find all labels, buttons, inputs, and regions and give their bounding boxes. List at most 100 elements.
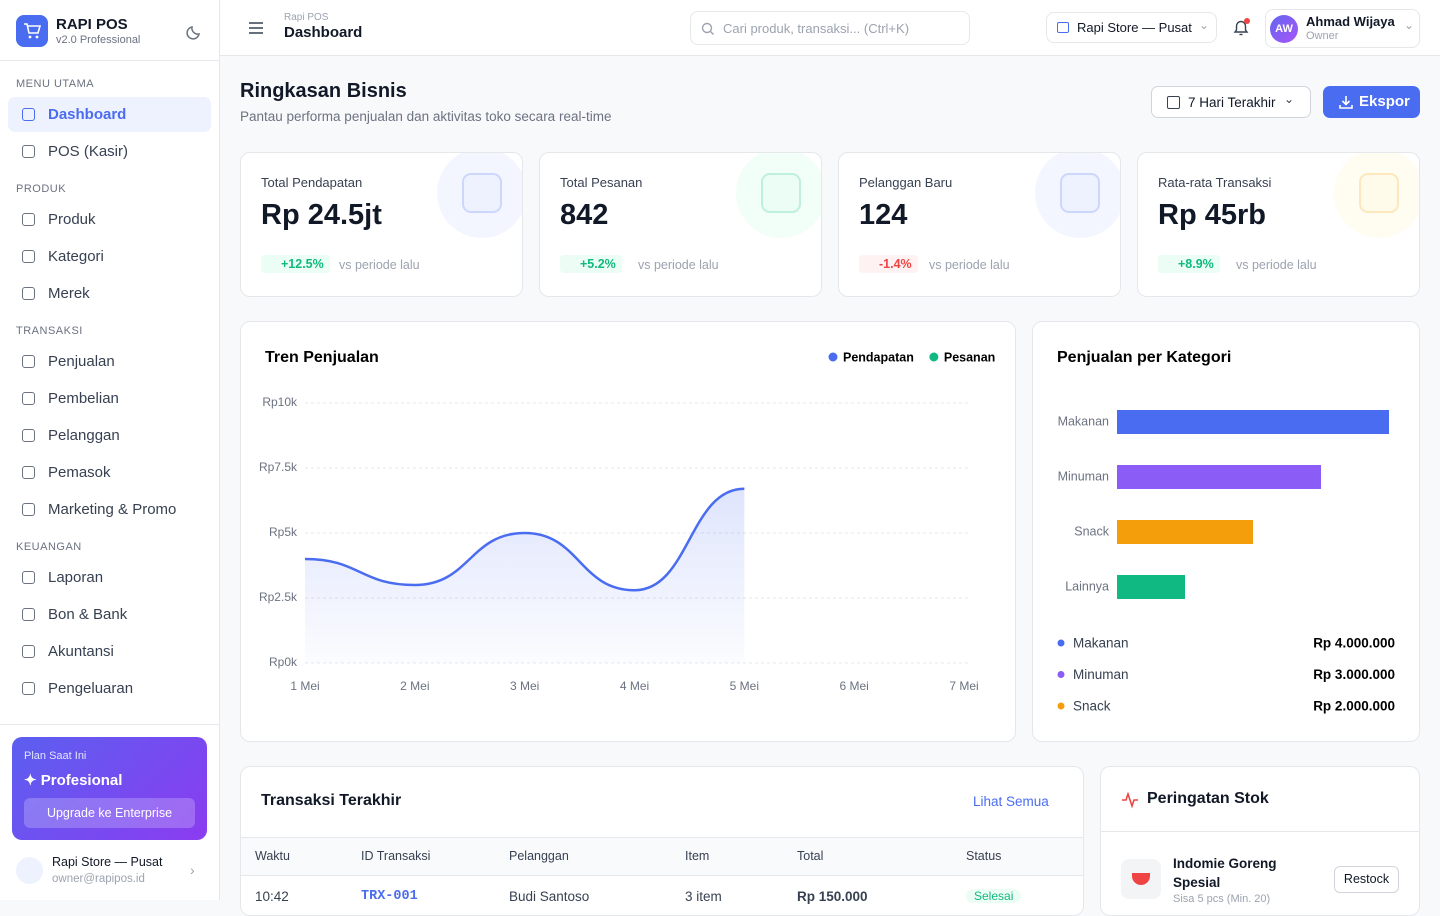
nav-label: Pemasok — [48, 464, 111, 481]
nav-label: Produk — [48, 211, 96, 228]
nav-item[interactable]: Produk — [8, 202, 211, 237]
nav-label: Pengeluaran — [48, 680, 134, 697]
nav-item[interactable]: Laporan — [8, 560, 211, 595]
category-label: Lainnya — [1065, 579, 1109, 593]
export-label: Ekspor — [1359, 93, 1410, 110]
nav-icon — [22, 355, 35, 368]
stat-label: Total Pesanan — [560, 175, 643, 190]
nav-section: TRANSAKSI — [16, 325, 83, 337]
x-tick-label: 4 Mei — [620, 679, 649, 693]
column-header: Pelanggan — [509, 849, 569, 863]
nav-icon — [22, 213, 35, 226]
card-title: Peringatan Stok — [1147, 790, 1269, 807]
legend-dot — [1057, 639, 1065, 647]
transactions-card: Transaksi Terakhir Lihat Semua Waktu ID T… — [240, 766, 1084, 916]
plan-label: Plan Saat Ini — [24, 750, 87, 762]
nav-item[interactable]: Bon & Bank — [8, 597, 211, 632]
bar — [1117, 410, 1389, 434]
download-icon — [1339, 96, 1353, 109]
calendar-icon — [1167, 96, 1180, 109]
search-box[interactable]: Cari produk, transaksi... (Ctrl+K) — [690, 11, 970, 45]
nav-item[interactable]: Merek — [8, 276, 211, 311]
nav-icon — [22, 287, 35, 300]
nav-item[interactable]: POS (Kasir) — [8, 134, 211, 169]
chevron: ⌄ — [1284, 92, 1295, 106]
category-label: Snack — [1074, 524, 1109, 538]
nav-label: Akuntansi — [48, 643, 114, 660]
menu-button[interactable] — [249, 21, 263, 35]
store-icon — [16, 857, 43, 884]
page-subtitle: Pantau performa penjualan dan aktivitas … — [240, 109, 612, 124]
user-menu[interactable]: AW Ahmad Wijaya Owner ⌄ — [1265, 9, 1420, 48]
header-title: Dashboard — [284, 24, 363, 41]
legend-label: Minuman — [1073, 667, 1129, 682]
stat-change: +8.9% — [1158, 255, 1220, 273]
nav-label: Marketing & Promo — [48, 501, 177, 518]
nav-label: Dashboard — [48, 106, 127, 123]
card-title: Transaksi Terakhir — [261, 792, 402, 809]
notification-button[interactable] — [1232, 18, 1252, 38]
stat-note: vs periode lalu — [1236, 258, 1317, 272]
header: Rapi POS Dashboard Cari produk, transaks… — [220, 0, 1440, 56]
y-tick-label: Rp7.5k — [259, 460, 298, 474]
upgrade-button[interactable]: Upgrade ke Enterprise — [24, 798, 195, 828]
nav-item[interactable]: Pembelian — [8, 381, 211, 416]
range-label: 7 Hari Terakhir — [1188, 95, 1276, 110]
avatar: AW — [1270, 15, 1298, 43]
nav-item[interactable]: Pelanggan — [8, 418, 211, 453]
nav-item[interactable]: Akuntansi — [8, 634, 211, 669]
nav-section: MENU UTAMA — [16, 78, 95, 90]
chevron: ⌄ — [1404, 18, 1415, 32]
nav-item[interactable]: Dashboard — [8, 97, 211, 132]
cart-icon — [24, 23, 41, 39]
nav-label: Merek — [48, 285, 90, 302]
nav-item[interactable]: Kategori — [8, 239, 211, 274]
divider — [0, 724, 219, 725]
category-label: Minuman — [1058, 469, 1109, 483]
nav-label: Pelanggan — [48, 427, 120, 444]
view-all-link[interactable]: Lihat Semua — [973, 794, 1049, 809]
stat-icon — [462, 173, 502, 213]
logo[interactable] — [16, 15, 48, 47]
theme-toggle[interactable] — [185, 23, 203, 41]
stat-label: Rata-rata Transaksi — [1158, 175, 1272, 190]
store-name: Rapi Store — Pusat — [52, 855, 163, 869]
nav-icon — [22, 250, 35, 263]
store-select[interactable]: Rapi Store — Pusat ⌄ — [1046, 12, 1217, 43]
range-select[interactable]: 7 Hari Terakhir ⌄ — [1151, 86, 1311, 118]
chevron[interactable]: › — [190, 862, 195, 878]
export-button[interactable]: Ekspor — [1323, 86, 1420, 118]
chevron: ⌄ — [1199, 18, 1210, 32]
nav-item[interactable]: Marketing & Promo — [8, 492, 211, 527]
nav-item[interactable]: Pengeluaran — [8, 671, 211, 706]
restock-button[interactable]: Restock — [1334, 866, 1399, 893]
legend-value: Rp 2.000.000 — [1313, 699, 1395, 714]
line — [304, 487, 745, 592]
x-tick-label: 7 Mei — [949, 679, 978, 693]
version: v2.0 Professional — [56, 34, 141, 46]
stat-label: Pelanggan Baru — [859, 175, 953, 190]
nav-icon — [22, 108, 35, 121]
stat-note: vs periode lalu — [929, 258, 1010, 272]
bar — [1117, 575, 1185, 599]
legend-value: Rp 3.000.000 — [1313, 667, 1395, 682]
column-header: ID Transaksi — [361, 849, 431, 863]
nav-item[interactable]: Penjualan — [8, 344, 211, 379]
breadcrumb: Rapi POS — [284, 12, 329, 23]
nav-label: Penjualan — [48, 353, 115, 370]
brand: RAPI POS — [56, 16, 128, 33]
search-icon — [701, 22, 714, 35]
plan-name: ✦ Profesional — [24, 772, 123, 789]
chart-title: Penjualan per Kategori — [1057, 349, 1231, 366]
legend-label: Pendapatan — [843, 350, 914, 364]
bar — [1117, 520, 1253, 544]
chart-title: Tren Penjualan — [265, 349, 379, 366]
nav-icon — [22, 466, 35, 479]
nav-label: Bon & Bank — [48, 606, 128, 623]
x-tick-label: 1 Mei — [290, 679, 319, 693]
column-header: Waktu — [255, 849, 290, 863]
legend-value: Rp 4.000.000 — [1313, 636, 1395, 651]
nav-item[interactable]: Pemasok — [8, 455, 211, 490]
